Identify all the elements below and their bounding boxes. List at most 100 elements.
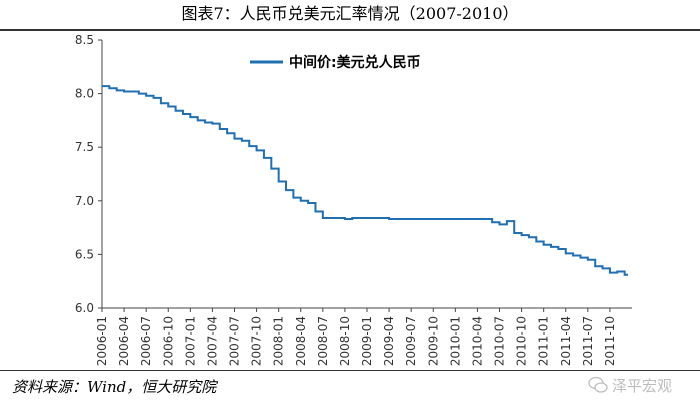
x-tick-label: 2010-01: [448, 316, 462, 366]
x-tick-label: 2007-01: [183, 316, 197, 366]
x-tick-label: 2011-10: [603, 316, 617, 366]
data-point: [152, 97, 155, 99]
data-point: [432, 218, 434, 220]
data-point: [123, 90, 125, 93]
data-point: [476, 218, 479, 220]
data-point: [255, 149, 258, 152]
data-point: [506, 220, 508, 222]
x-tick-label: 2006-01: [95, 316, 109, 366]
data-point: [498, 223, 501, 225]
data-point: [351, 217, 353, 219]
legend: 中间价:美元兑人民币: [250, 54, 421, 71]
x-tick-label: 2011-04: [559, 316, 573, 366]
data-point: [388, 218, 390, 220]
data-point: [189, 116, 191, 118]
x-tick-label: 2011-07: [581, 316, 595, 366]
data-point: [263, 157, 265, 159]
y-tick-label: 6.0: [75, 301, 94, 315]
data-point: [211, 123, 214, 125]
data-point: [145, 95, 147, 97]
data-point: [587, 259, 589, 261]
series-line-0: [102, 85, 628, 276]
x-tick-label: 2010-07: [493, 316, 507, 366]
data-point: [616, 270, 618, 273]
data-point: [167, 105, 169, 108]
y-axis: 8.5 8.0 7.5 7.0 6.5 6.0: [75, 33, 103, 315]
data-point: [624, 274, 626, 276]
source-note: 资料来源：Wind，恒大研究院: [12, 378, 217, 396]
x-axis: 2006-01 2006-04 2006-07 2006-10 2007-01 2007-…: [95, 307, 632, 366]
data-point: [138, 93, 140, 95]
x-tick-label: 2009-04: [382, 316, 396, 366]
data-point: [270, 168, 272, 170]
data-point: [329, 217, 331, 219]
x-tick-label: 2010-10: [515, 316, 529, 366]
data-point: [543, 244, 545, 246]
data-point: [292, 196, 294, 199]
data-point: [197, 119, 199, 121]
data-point: [233, 138, 236, 140]
watermark-label: 泽平宏观: [612, 376, 673, 395]
data-point: [130, 90, 133, 93]
y-tick-label: 8.0: [75, 87, 94, 101]
data-point: [336, 217, 339, 219]
title-divider: [0, 29, 700, 31]
data-point: [528, 236, 530, 238]
y-tick-label: 6.5: [75, 247, 94, 261]
data-point: [300, 200, 302, 202]
data-point: [219, 128, 221, 130]
data-point: [204, 121, 206, 124]
data-point: [550, 246, 552, 248]
x-tick-label: 2007-04: [205, 316, 219, 366]
data-point: [314, 210, 317, 213]
data-point: [359, 217, 361, 219]
data-point: [410, 218, 412, 220]
data-point: [241, 140, 243, 142]
x-tick-label: 2007-10: [250, 316, 264, 366]
data-point: [579, 257, 582, 259]
data-point: [520, 234, 523, 236]
y-tick-label: 7.5: [75, 140, 94, 154]
data-point: [226, 132, 228, 134]
x-tick-label: 2006-07: [139, 316, 153, 366]
x-tick-label: 2008-04: [294, 316, 308, 366]
x-tick-label: 2006-10: [161, 316, 175, 366]
x-tick-label: 2006-04: [117, 316, 131, 366]
data-point: [116, 89, 118, 91]
data-point: [366, 217, 368, 219]
x-tick-label: 2009-01: [360, 316, 374, 366]
data-point: [160, 102, 162, 104]
data-point: [285, 189, 287, 191]
data-point: [322, 217, 324, 219]
data-point: [594, 265, 596, 267]
y-tick-label: 7.0: [75, 194, 94, 208]
data-point: [175, 110, 177, 112]
footer-divider: [0, 370, 700, 371]
data-point: [307, 202, 309, 204]
data-point: [535, 240, 537, 243]
x-tick-label: 2007-07: [228, 316, 242, 366]
x-tick-label: 2009-07: [404, 316, 418, 366]
data-point: [513, 232, 515, 234]
x-tick-label: 2009-10: [426, 316, 440, 366]
data-point: [557, 248, 559, 250]
x-tick-label: 2008-07: [316, 316, 330, 366]
data-point: [609, 272, 611, 274]
x-tick-label: 2010-04: [470, 316, 484, 366]
x-tick-label: 2008-01: [272, 316, 286, 366]
data-point: [565, 252, 567, 254]
data-point: [101, 85, 103, 87]
y-tick-label: 8.5: [75, 33, 94, 47]
watermark: 泽平宏观: [588, 372, 672, 398]
data-point: [454, 218, 456, 220]
data-point: [108, 87, 110, 89]
wechat-icon: [588, 376, 608, 393]
x-tick-label: 2008-10: [338, 316, 352, 366]
data-point: [344, 218, 346, 220]
data-point: [182, 113, 184, 115]
data-point: [572, 254, 574, 257]
series-group: [101, 85, 628, 276]
data-point: [601, 267, 604, 269]
data-point: [491, 221, 493, 223]
